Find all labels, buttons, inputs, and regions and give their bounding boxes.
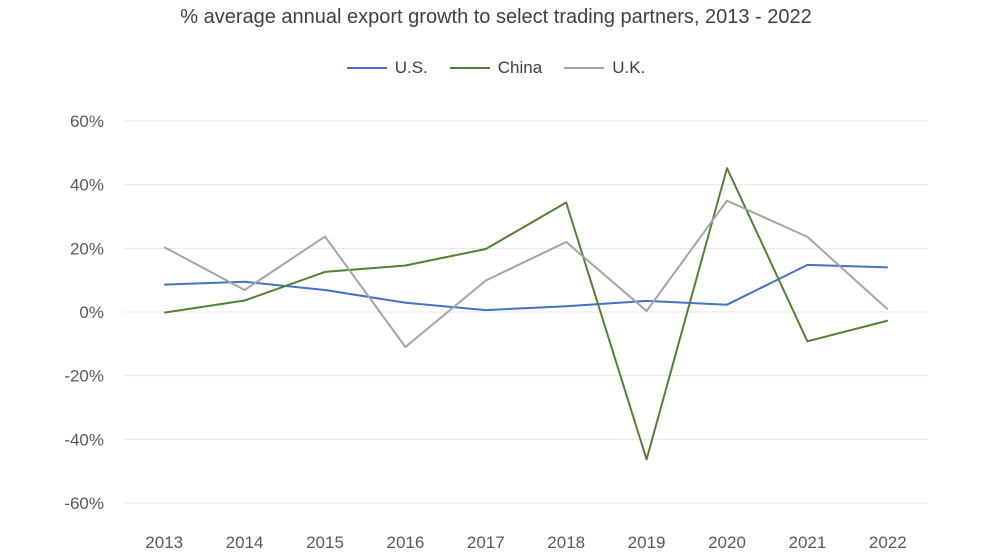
- legend-item-uk[interactable]: U.K.: [564, 58, 645, 78]
- y-tick-label: -20%: [64, 367, 104, 386]
- y-tick-label: -60%: [64, 494, 104, 513]
- legend-label-us: U.S.: [394, 58, 428, 77]
- y-tick-label: 40%: [70, 176, 104, 195]
- legend: U.S. China U.K.: [0, 58, 992, 78]
- x-tick-label: 2013: [145, 533, 183, 552]
- x-tick-label: 2019: [628, 533, 666, 552]
- x-tick-label: 2021: [788, 533, 826, 552]
- y-tick-label: -40%: [64, 430, 104, 449]
- y-tick-label: 60%: [70, 112, 104, 131]
- y-tick-label: 20%: [70, 239, 104, 258]
- x-tick-label: 2018: [547, 533, 585, 552]
- x-tick-label: 2020: [708, 533, 746, 552]
- x-tick-label: 2017: [467, 533, 505, 552]
- series-line-uk[interactable]: [163, 199, 889, 348]
- legend-item-us[interactable]: U.S.: [346, 58, 428, 78]
- legend-swatch-us: [346, 67, 387, 69]
- legend-label-uk: U.K.: [612, 58, 646, 77]
- series-line-china[interactable]: [164, 167, 889, 461]
- legend-swatch-china: [449, 67, 490, 69]
- legend-item-china[interactable]: China: [449, 58, 543, 78]
- chart-title: % average annual export growth to select…: [180, 6, 812, 28]
- x-tick-label: 2015: [306, 533, 344, 552]
- legend-swatch-uk: [564, 67, 605, 69]
- y-tick-label: 0%: [79, 303, 104, 322]
- legend-label-china: China: [497, 58, 543, 77]
- x-tick-label: 2014: [226, 533, 264, 552]
- x-tick-label: 2022: [869, 533, 907, 552]
- x-tick-label: 2016: [386, 533, 424, 552]
